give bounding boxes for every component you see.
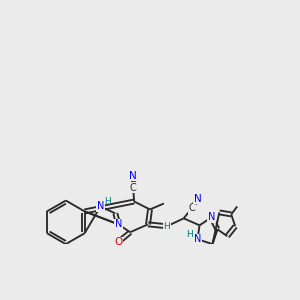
Text: N: N [194, 194, 201, 203]
Text: N: N [97, 202, 104, 212]
Text: C: C [188, 203, 195, 214]
Text: C: C [130, 183, 136, 193]
Text: N: N [115, 219, 122, 229]
Text: O: O [114, 237, 122, 247]
Text: H: H [186, 230, 193, 239]
Text: N: N [129, 171, 137, 181]
Text: N: N [194, 234, 201, 244]
Text: H: H [104, 197, 111, 206]
Text: H: H [164, 222, 170, 231]
Text: N: N [208, 212, 215, 222]
